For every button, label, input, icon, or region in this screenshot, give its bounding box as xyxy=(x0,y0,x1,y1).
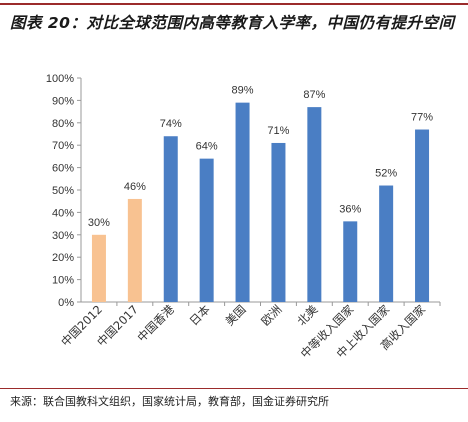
data-label: 87% xyxy=(303,89,325,101)
data-label: 77% xyxy=(411,112,433,124)
bar xyxy=(91,234,106,302)
bar xyxy=(343,221,358,302)
y-tick-label: 60% xyxy=(52,163,74,175)
x-category-label: 日本 xyxy=(187,302,214,329)
data-label: 64% xyxy=(196,141,218,153)
y-tick-label: 70% xyxy=(52,140,74,152)
bottom-rule xyxy=(0,388,468,389)
y-tick-label: 30% xyxy=(52,230,74,242)
y-tick-label: 100% xyxy=(46,73,74,85)
bar xyxy=(271,142,286,302)
top-rule xyxy=(0,3,468,5)
y-tick-label: 40% xyxy=(52,207,74,219)
x-category-label: 欧洲 xyxy=(258,302,284,328)
y-tick-label: 80% xyxy=(52,118,74,130)
data-label: 36% xyxy=(339,203,361,215)
data-label: 71% xyxy=(267,125,289,137)
y-tick-label: 90% xyxy=(52,95,74,107)
bar xyxy=(379,185,394,302)
x-category-label: 中国香港 xyxy=(134,302,177,345)
x-category-label: 北美 xyxy=(294,302,321,329)
data-label: 89% xyxy=(232,85,254,97)
data-label: 74% xyxy=(160,118,182,130)
x-category-label: 美国 xyxy=(223,302,249,328)
bar xyxy=(163,136,178,302)
y-tick-label: 50% xyxy=(52,185,74,197)
bar xyxy=(415,129,430,302)
y-tick-label: 10% xyxy=(52,275,74,287)
data-label: 52% xyxy=(375,168,397,180)
bar xyxy=(307,107,322,303)
source-note: 来源：联合国教科文组织，国家统计局，教育部，国金证券研究所 xyxy=(10,395,329,408)
data-label: 46% xyxy=(124,181,146,193)
bar xyxy=(235,102,250,302)
bar xyxy=(199,158,214,302)
y-tick-label: 0% xyxy=(58,297,74,309)
y-tick-label: 20% xyxy=(52,252,74,264)
data-label: 30% xyxy=(88,217,110,229)
bar xyxy=(127,198,142,302)
chart-title: 图表 20：对比全球范围内高等教育入学率，中国仍有提升空间 xyxy=(10,14,455,32)
